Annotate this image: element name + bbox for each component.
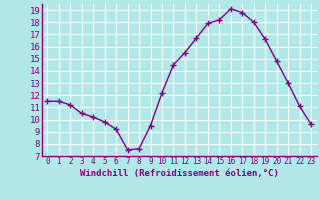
X-axis label: Windchill (Refroidissement éolien,°C): Windchill (Refroidissement éolien,°C) [80,169,279,178]
